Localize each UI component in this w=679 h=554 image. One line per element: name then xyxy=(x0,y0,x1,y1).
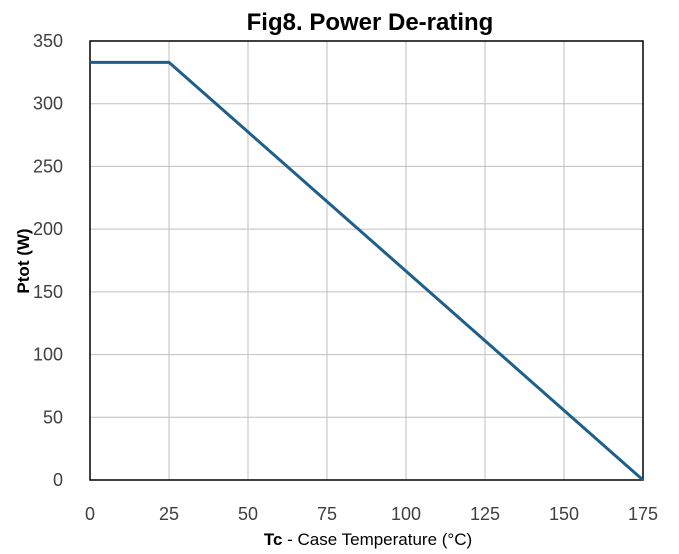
x-tick-label: 25 xyxy=(159,504,179,524)
x-tick-label: 0 xyxy=(85,504,95,524)
x-axis-label-text: - Case Temperature (°C) xyxy=(282,530,472,549)
x-tick-labels: 0 25 50 75 100 125 150 175 xyxy=(85,504,658,524)
x-tick-label: 100 xyxy=(391,504,421,524)
grid-lines xyxy=(89,40,644,481)
y-tick-label: 50 xyxy=(43,407,63,427)
series-line xyxy=(90,60,644,482)
chart-title: Fig8. Power De-rating xyxy=(247,9,494,36)
y-axis-label: Ptot (W) xyxy=(14,228,33,293)
y-tick-label: 150 xyxy=(33,282,63,302)
y-tick-label: 300 xyxy=(33,94,63,114)
y-tick-labels: 0 50 100 150 200 250 300 350 xyxy=(33,31,63,490)
y-tick-label: 200 xyxy=(33,219,63,239)
plot-frame xyxy=(89,40,644,481)
y-tick-label: 250 xyxy=(33,156,63,176)
x-tick-label: 175 xyxy=(628,504,658,524)
y-tick-label: 100 xyxy=(33,345,63,365)
x-axis-label: Tc - Case Temperature (°C) xyxy=(264,530,472,549)
x-axis-label-symbol: Tc xyxy=(264,530,283,549)
y-tick-label: 350 xyxy=(33,31,63,51)
y-tick-label: 0 xyxy=(53,470,63,490)
x-tick-label: 50 xyxy=(238,504,258,524)
x-tick-label: 125 xyxy=(470,504,500,524)
x-tick-label: 75 xyxy=(317,504,337,524)
x-tick-label: 150 xyxy=(549,504,579,524)
